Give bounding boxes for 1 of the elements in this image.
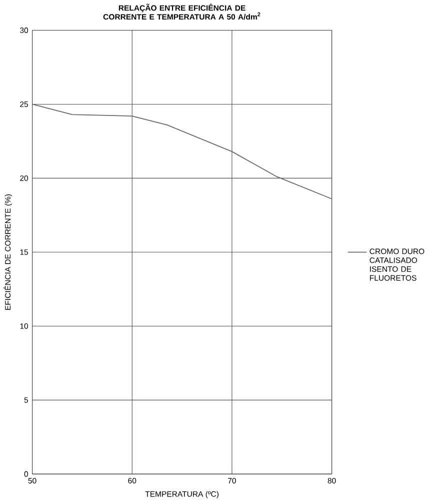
line-series xyxy=(32,104,332,200)
